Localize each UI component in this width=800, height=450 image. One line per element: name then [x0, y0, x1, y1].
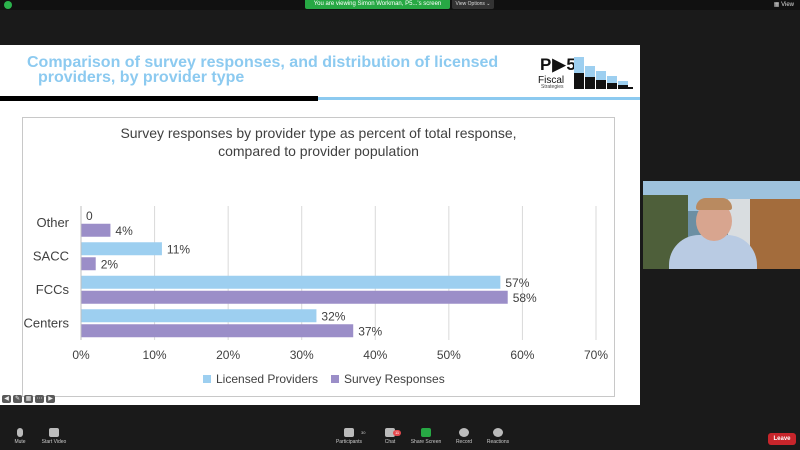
record-button[interactable]: Record: [444, 428, 484, 445]
screen-share-banner: You are viewing Simon Workman, P5...'s s…: [305, 0, 450, 9]
p5-logo-text: P▶5: [540, 55, 577, 74]
video-trees-right: [748, 199, 800, 269]
chat-button[interactable]: Chat 11: [370, 428, 410, 445]
x-tick-label: 60%: [510, 348, 534, 362]
data-label: 37%: [358, 324, 382, 338]
more-icon[interactable]: ⋯: [35, 395, 44, 403]
chart-title-line1: Survey responses by provider type as per…: [120, 125, 517, 141]
x-tick-label: 70%: [584, 348, 608, 362]
bar-licensed: [81, 309, 317, 323]
bar-survey: [81, 290, 508, 304]
participant-video[interactable]: [643, 181, 800, 269]
chat-icon: [385, 428, 395, 437]
data-label: 2%: [101, 257, 119, 271]
share-screen-label: Share Screen: [410, 439, 442, 445]
video-person-hair: [696, 198, 732, 210]
chart-container: Survey responses by provider type as per…: [22, 117, 615, 397]
logo-strategies: Strategies: [541, 84, 564, 90]
leave-button[interactable]: Leave: [768, 433, 796, 445]
chart-legend: Licensed Providers Survey Responses: [203, 372, 503, 388]
zoom-top-bar: You are viewing Simon Workman, P5...'s s…: [0, 0, 800, 10]
chart-title-line2: compared to provider population: [218, 143, 419, 159]
grid-view-icon[interactable]: ▦: [24, 395, 33, 403]
category-label: FCCs: [36, 282, 70, 297]
reactions-label: Reactions: [486, 439, 510, 445]
zoom-toolbar: Mute Start Video Participants 30 Chat 11…: [0, 425, 800, 450]
prev-slide-icon[interactable]: ◀: [2, 395, 11, 403]
x-tick-label: 20%: [216, 348, 240, 362]
chart-title: Survey responses by provider type as per…: [23, 124, 614, 160]
start-video-button[interactable]: Start Video: [34, 428, 74, 445]
data-label: 32%: [321, 309, 345, 323]
mute-button[interactable]: Mute: [0, 428, 40, 445]
slide-title-line1: Comparison of survey responses, and dist…: [27, 54, 499, 71]
participants-icon: [344, 428, 354, 437]
participants-label: Participants: [335, 439, 363, 445]
category-label: Other: [36, 215, 69, 230]
chat-label: Chat: [384, 439, 396, 445]
participants-button[interactable]: Participants 30: [329, 428, 369, 445]
legend-item-survey: Survey Responses: [331, 372, 445, 386]
grid-icon: ▦: [773, 2, 782, 8]
microphone-icon: [17, 428, 23, 437]
slide-title-line2: providers, by provider type: [38, 69, 245, 86]
reactions-icon: [493, 428, 503, 437]
record-label: Record: [455, 439, 473, 445]
view-options-button[interactable]: View Options ⌄: [452, 0, 494, 9]
bar-licensed: [81, 275, 501, 289]
logo-bars-icon: [574, 57, 633, 89]
video-camera-icon: [49, 428, 59, 437]
legend-swatch-licensed: [203, 375, 211, 383]
share-screen-button[interactable]: Share Screen: [406, 428, 446, 445]
legend-label-survey: Survey Responses: [344, 372, 445, 386]
legend-item-licensed: Licensed Providers: [203, 372, 318, 386]
data-label: 58%: [513, 291, 537, 305]
title-rule-blue: [318, 97, 640, 100]
data-label: 4%: [115, 224, 133, 238]
x-tick-label: 0%: [72, 348, 90, 362]
mute-label: Mute: [14, 439, 26, 445]
security-shield-icon[interactable]: [4, 1, 12, 9]
record-icon: [459, 428, 469, 437]
x-tick-label: 30%: [290, 348, 314, 362]
bar-survey: [81, 257, 96, 271]
share-screen-icon: [421, 428, 431, 437]
x-tick-label: 50%: [437, 348, 461, 362]
bar-survey: [81, 324, 354, 338]
data-label: 0: [86, 209, 93, 223]
title-rule-black: [0, 96, 318, 101]
slide-controls: ◀ ✎ ▦ ⋯ ▶: [2, 395, 55, 405]
view-label: View: [781, 2, 794, 8]
data-label: 11%: [167, 242, 190, 256]
x-tick-label: 10%: [143, 348, 167, 362]
shared-slide: Comparison of survey responses, and dist…: [0, 45, 640, 405]
legend-label-licensed: Licensed Providers: [216, 372, 319, 386]
category-label: Centers: [23, 315, 69, 330]
category-label: SACC: [33, 248, 69, 263]
data-label: 57%: [505, 276, 529, 290]
pen-icon[interactable]: ✎: [13, 395, 22, 403]
legend-swatch-survey: [331, 375, 339, 383]
logo-fiscal: Fiscal: [538, 75, 565, 86]
next-slide-icon[interactable]: ▶: [46, 395, 55, 403]
bar-licensed: [81, 242, 162, 256]
participants-count: 30: [361, 430, 366, 435]
bar-survey: [81, 223, 111, 237]
slide-title: Comparison of survey responses, and dist…: [27, 54, 507, 86]
bar-chart: 0% 10% 20% 30% 40% 50% 60% 70% Other 0 4% SACC 11% 2%…: [23, 206, 608, 362]
reactions-button[interactable]: Reactions: [478, 428, 518, 445]
start-video-label: Start Video: [41, 439, 67, 445]
chat-badge: 11: [393, 430, 402, 436]
view-button[interactable]: ▦ View: [774, 1, 794, 8]
x-tick-label: 40%: [363, 348, 387, 362]
